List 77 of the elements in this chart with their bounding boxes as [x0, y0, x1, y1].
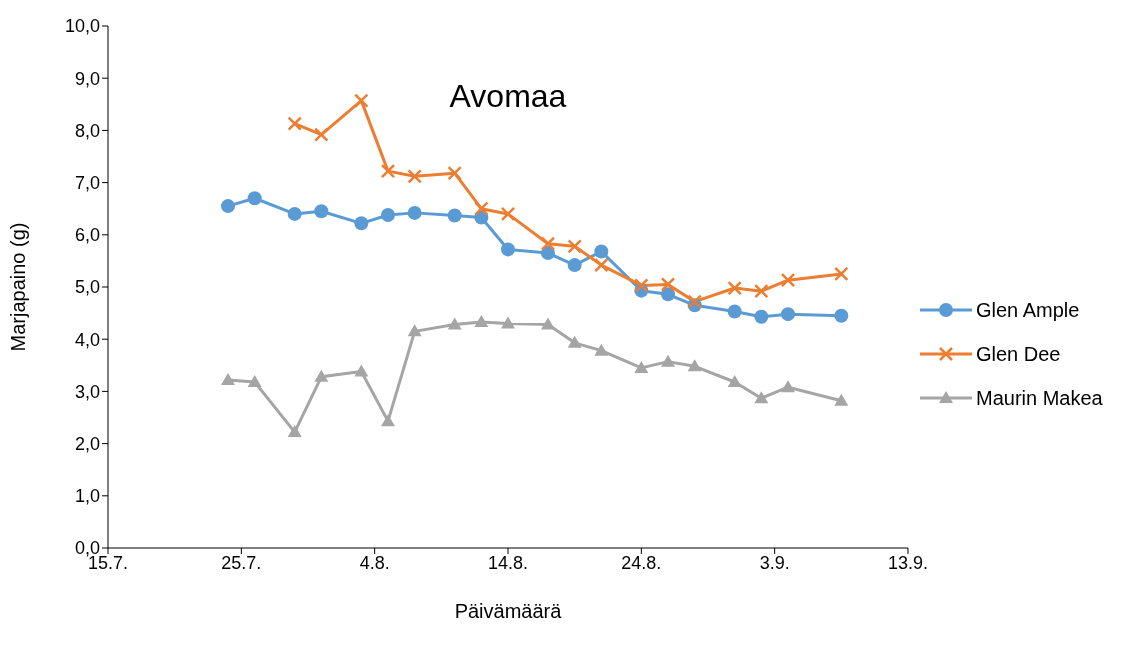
x-tick-label: 24.8. — [621, 552, 662, 573]
point — [834, 266, 849, 282]
point — [834, 308, 849, 323]
point — [287, 116, 302, 131]
point — [781, 307, 795, 322]
point — [447, 317, 462, 330]
point — [381, 414, 395, 427]
point — [754, 309, 769, 324]
x-axis-title: Päivämäärä — [454, 600, 563, 622]
point — [687, 359, 702, 372]
y-tick-label: 7,0 — [74, 172, 100, 193]
point — [567, 335, 582, 348]
y-tick-label: 2,0 — [74, 433, 100, 454]
point — [500, 206, 516, 222]
y-tick-label: 8,0 — [74, 120, 100, 141]
x-tick-label: 25.7. — [221, 552, 262, 573]
point — [474, 201, 489, 216]
point — [754, 391, 769, 404]
point — [594, 244, 609, 259]
point — [287, 206, 302, 221]
y-tick-label: 9,0 — [74, 68, 100, 89]
point — [447, 208, 462, 223]
point — [314, 204, 329, 219]
y-axis-title: Marjapaino (g) — [7, 222, 30, 352]
point — [501, 316, 515, 329]
point — [247, 191, 262, 206]
point — [567, 258, 582, 273]
x-tick-label: 4.8. — [359, 552, 390, 573]
point — [354, 364, 369, 377]
x-tick-label: 14.8. — [487, 552, 529, 573]
point — [540, 236, 556, 251]
point — [541, 317, 555, 330]
point — [407, 205, 422, 220]
point — [221, 372, 235, 385]
point — [541, 246, 555, 261]
legend-label: Maurin Makea — [976, 386, 1103, 410]
point — [634, 360, 649, 373]
point — [354, 93, 369, 108]
point — [687, 294, 702, 309]
point — [727, 304, 742, 319]
point — [314, 369, 329, 382]
point — [834, 393, 849, 406]
point — [661, 354, 675, 367]
point — [727, 375, 742, 387]
y-tick-label: 4,0 — [74, 329, 100, 350]
x-tick-label: 13.9. — [887, 552, 929, 573]
y-tick-label: 3,0 — [74, 381, 100, 402]
y-tick-label: 1,0 — [74, 486, 100, 507]
legend-label: Glen Dee — [976, 342, 1061, 366]
x-tick-label: 3.9. — [759, 552, 790, 573]
point — [634, 278, 649, 293]
point — [660, 277, 676, 292]
point — [594, 343, 609, 356]
y-tick-label: 6,0 — [74, 225, 100, 246]
point — [407, 169, 422, 184]
point — [594, 257, 609, 273]
point — [567, 239, 582, 254]
point — [474, 314, 489, 327]
point — [780, 272, 796, 288]
y-tick-label: 5,0 — [74, 277, 100, 298]
text: Avomaa — [448, 78, 568, 115]
point — [754, 283, 769, 299]
point — [287, 425, 302, 438]
point — [727, 280, 742, 296]
point — [380, 163, 396, 179]
point — [781, 380, 795, 393]
point — [314, 127, 329, 142]
point — [661, 287, 675, 302]
point — [354, 216, 369, 231]
point — [381, 207, 395, 222]
point — [221, 199, 235, 214]
point — [501, 242, 515, 257]
point — [247, 375, 262, 387]
point — [407, 324, 422, 337]
point — [447, 165, 462, 181]
y-tick-label: 10,0 — [64, 16, 100, 37]
legend-label: Glen Ample — [976, 298, 1080, 322]
